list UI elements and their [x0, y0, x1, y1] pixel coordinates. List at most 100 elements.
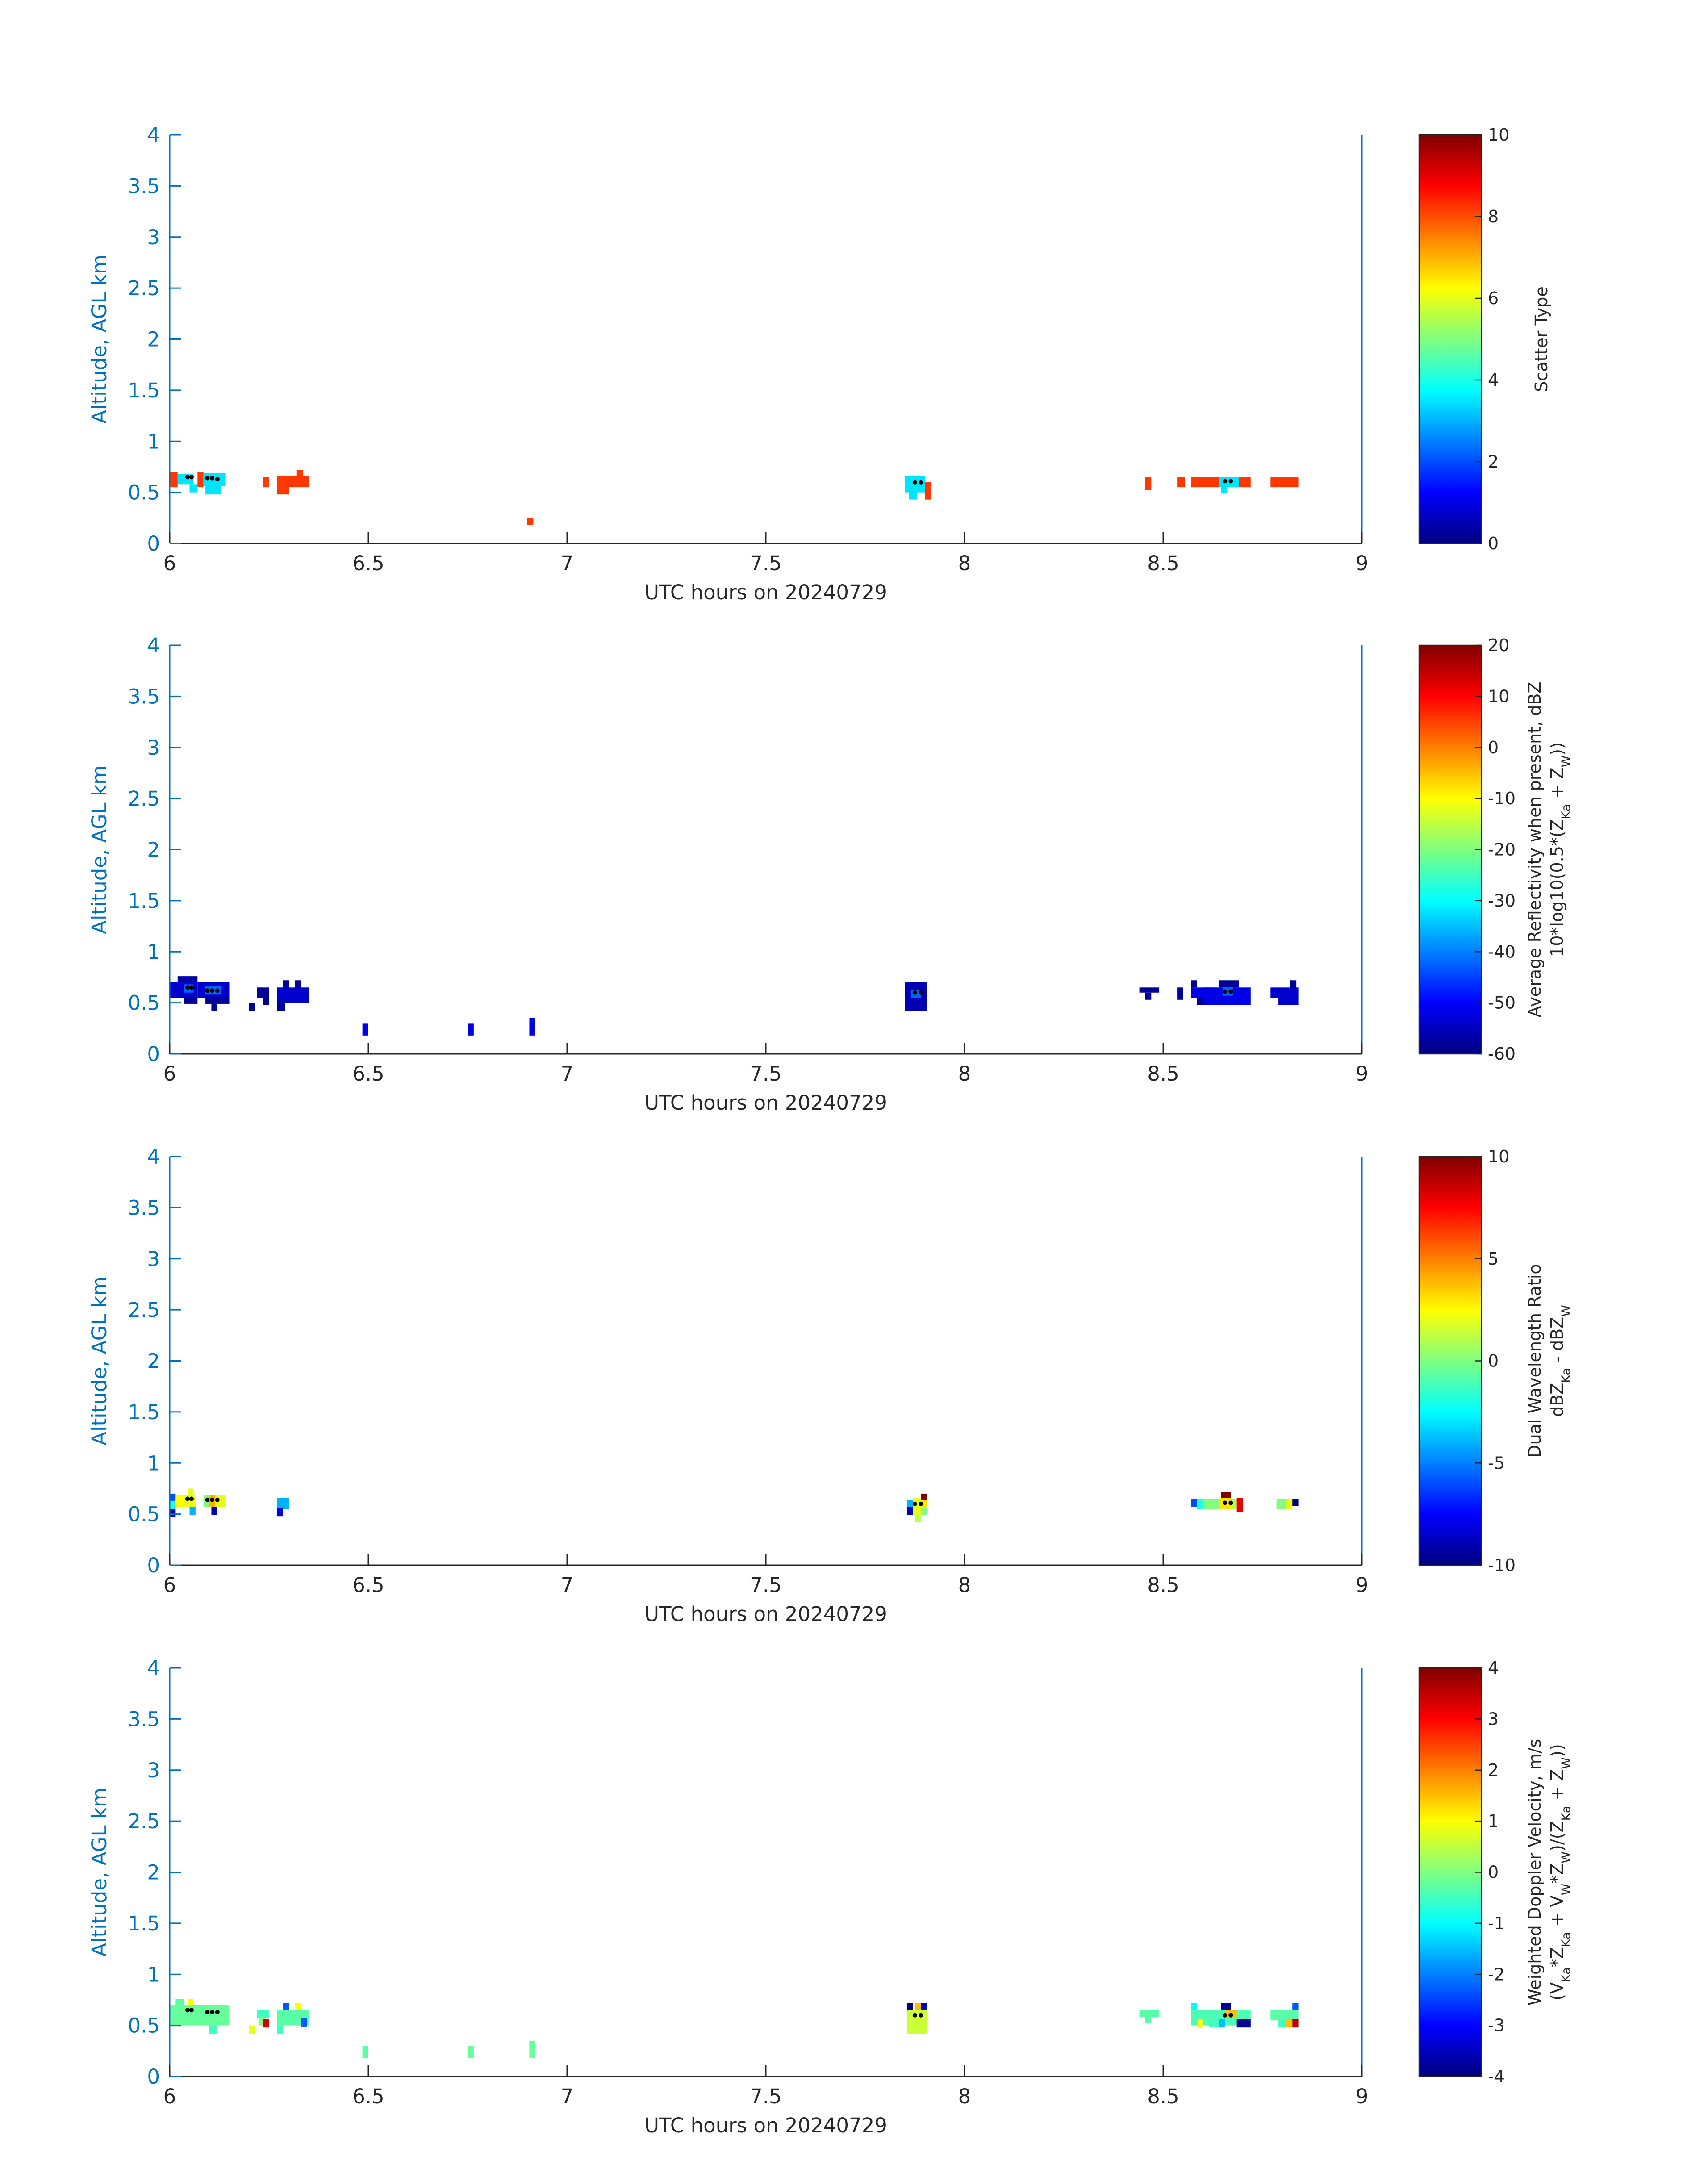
data-cell: [170, 1509, 176, 1517]
colorbar-tick-label: -10: [1488, 789, 1516, 808]
data-cell: [1292, 1499, 1299, 1506]
data-cell: [1209, 2019, 1219, 2028]
x-tick-label: 6.5: [352, 1062, 384, 1086]
data-marker: [215, 988, 220, 993]
data-cell: [915, 2003, 921, 2010]
data-cell: [906, 1500, 913, 1507]
data-cell: [1219, 980, 1239, 988]
data-marker: [215, 2010, 220, 2014]
data-cell: [277, 987, 309, 1003]
data-marker: [1228, 1500, 1233, 1505]
data-cells: [170, 470, 1299, 525]
data-marker: [1228, 989, 1233, 994]
axes: 0 0.5 1 1.5 2 2.5 3 3.5 4 6 6.5 7 7.5 8 8.5 9: [128, 634, 1368, 1086]
data-cell: [175, 1999, 184, 2005]
data-marker: [185, 1496, 190, 1501]
y-tick-label: 3: [147, 1759, 160, 1782]
y-tick-label: 0: [147, 532, 160, 556]
x-tick-label: 9: [1356, 1573, 1369, 1597]
y-tick-label: 4: [147, 1656, 160, 1680]
x-tick-label: 9: [1356, 1062, 1369, 1086]
data-cell: [277, 1508, 283, 1517]
data-cell: [1139, 987, 1160, 993]
y-tick-label: 2: [147, 328, 160, 351]
x-tick-label: 6: [163, 2085, 176, 2108]
data-cell: [468, 1023, 474, 1036]
y-tick-label: 4: [147, 1145, 160, 1169]
data-cell: [263, 996, 269, 1005]
data-marker: [919, 990, 923, 995]
colorbar-tick-label: 6: [1488, 288, 1499, 308]
y-tick-label: 0.5: [128, 481, 160, 505]
colorbar-tick-label: -50: [1488, 993, 1516, 1013]
y-axis-label: Altitude, AGL km: [88, 1276, 111, 1446]
data-cell: [283, 2003, 289, 2010]
data-cell: [277, 1498, 289, 1509]
colorbar-tick-label: -20: [1488, 840, 1516, 860]
data-cell: [175, 1495, 184, 1507]
y-tick-label: 2.5: [128, 1809, 160, 1833]
data-marker: [210, 1497, 215, 1502]
x-tick-label: 7.5: [750, 552, 782, 575]
data-cell: [529, 1018, 535, 1036]
data-markers: [185, 1496, 1233, 1506]
colorbar-tick-label: 2: [1488, 452, 1499, 472]
colorbar-tick-label: -3: [1488, 2016, 1505, 2035]
data-marker: [185, 2008, 190, 2013]
data-cell: [915, 1515, 921, 1522]
colorbar-tick-label: 5: [1488, 1249, 1499, 1269]
colorbar-tick-label: -5: [1488, 1453, 1505, 1473]
data-cell: [177, 976, 198, 982]
colorbar: -4 -3 -2 -1 0 1 2 3 4 Weighted Doppler Velocity, …: [1418, 1658, 1573, 2086]
data-cell: [1191, 1499, 1197, 1507]
data-marker: [205, 2010, 210, 2014]
data-cell: [188, 1999, 194, 2005]
colorbar-tick-label: 0: [1488, 738, 1499, 757]
x-axis-label: UTC hours on 20240729: [644, 1091, 887, 1115]
data-cell: [1286, 1499, 1293, 1509]
data-markers: [185, 475, 1233, 485]
data-cell: [211, 1003, 217, 1011]
data-marker: [912, 990, 917, 995]
y-axis-label: Altitude, AGL km: [88, 255, 111, 424]
data-cell: [257, 987, 269, 998]
data-cell: [277, 486, 289, 495]
x-tick-label: 6: [163, 1062, 176, 1086]
colorbar-tick-label: 4: [1488, 1658, 1499, 1678]
y-tick-label: 0.5: [128, 991, 160, 1015]
figure-panels: 0 0.5 1 1.5 2 2.5 3 3.5 4 6 6.5 7 7.5 8 8.5 9 UTC hours …: [88, 123, 1573, 2137]
data-cell: [301, 2018, 307, 2027]
x-tick-label: 7: [561, 2085, 574, 2108]
data-marker: [205, 1497, 210, 1502]
data-marker: [919, 2013, 923, 2018]
y-tick-label: 3.5: [128, 685, 160, 708]
colorbar-label: Dual Wavelength Ratio: [1525, 1264, 1545, 1458]
data-cell: [921, 2003, 927, 2010]
y-tick-label: 1.5: [128, 379, 160, 402]
y-tick-label: 4: [147, 634, 160, 657]
data-marker: [189, 1496, 194, 1501]
colorbar-tick-label: 20: [1488, 635, 1509, 655]
data-cell: [1139, 2010, 1160, 2018]
data-marker: [210, 476, 215, 481]
y-tick-label: 0.5: [128, 2014, 160, 2038]
y-tick-label: 3: [147, 1247, 160, 1271]
data-marker: [185, 475, 190, 480]
x-tick-label: 8: [958, 2085, 971, 2108]
colorbar-tick-label: 4: [1488, 370, 1499, 390]
colorbar-tick-label: 8: [1488, 207, 1499, 226]
x-tick-label: 7.5: [750, 2085, 782, 2108]
data-marker: [210, 2010, 215, 2014]
colorbar-tick-label: -2: [1488, 1964, 1505, 1984]
data-cell: [906, 2003, 913, 2010]
y-tick-label: 2.5: [128, 276, 160, 300]
data-cell: [209, 2025, 217, 2034]
data-cell: [1221, 2003, 1231, 2010]
data-marker: [919, 480, 923, 485]
colorbar: -10 -5 0 5 10 Dual Wavelength Ratio dBZKa - dB…: [1418, 1147, 1573, 1575]
data-cell: [1177, 477, 1185, 488]
x-axis-label: UTC hours on 20240729: [644, 1602, 887, 1626]
data-cell: [295, 2003, 301, 2010]
y-axis-label: Altitude, AGL km: [88, 1788, 111, 1957]
data-marker: [185, 985, 190, 990]
